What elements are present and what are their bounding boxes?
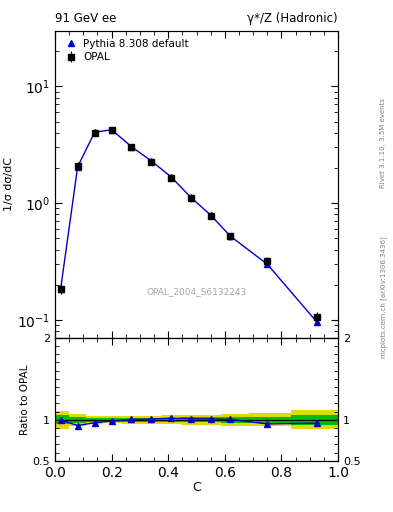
Pythia 8.308 default (129, 143, 134, 150)
Bar (69, 414, 86, 425)
Pythia 8.308 default (58, 286, 63, 292)
Pythia 8.308 default (169, 174, 173, 180)
Pythia 8.308 default (149, 158, 154, 164)
Bar (69, 417, 86, 423)
Bar (249, 414, 291, 426)
Pythia 8.308 default (189, 195, 193, 201)
Legend: Pythia 8.308 default, OPAL: Pythia 8.308 default, OPAL (60, 36, 192, 66)
Text: mcplots.cern.ch [arXiv:1306.3436]: mcplots.cern.ch [arXiv:1306.3436] (380, 236, 387, 358)
Bar (201, 415, 220, 425)
Pythia 8.308 default (75, 164, 80, 170)
Bar (201, 417, 220, 422)
Bar (220, 417, 249, 423)
Bar (181, 415, 201, 425)
Pythia 8.308 default (228, 233, 233, 239)
Bar (55, 411, 69, 429)
Bar (86, 416, 103, 423)
Bar (181, 417, 201, 422)
Bar (121, 416, 141, 423)
Bar (141, 418, 161, 422)
Bar (103, 416, 121, 423)
Pythia 8.308 default (314, 319, 319, 325)
Text: γ*/Z (Hadronic): γ*/Z (Hadronic) (247, 12, 338, 25)
Pythia 8.308 default (92, 129, 97, 135)
Pythia 8.308 default (208, 212, 213, 218)
Bar (161, 418, 181, 422)
Bar (121, 418, 141, 422)
Bar (141, 416, 161, 424)
X-axis label: C: C (192, 481, 201, 494)
Y-axis label: Ratio to OPAL: Ratio to OPAL (20, 364, 30, 435)
Y-axis label: 1/σ dσ/dC: 1/σ dσ/dC (4, 157, 14, 211)
Bar (291, 415, 338, 424)
Bar (249, 417, 291, 423)
Pythia 8.308 default (109, 126, 114, 133)
Text: OPAL_2004_S6132243: OPAL_2004_S6132243 (146, 287, 247, 296)
Bar (291, 411, 338, 429)
Pythia 8.308 default (265, 261, 270, 267)
Line: Pythia 8.308 default: Pythia 8.308 default (58, 127, 320, 325)
Bar (103, 418, 121, 421)
Text: Rivet 3.1.10, 3.5M events: Rivet 3.1.10, 3.5M events (380, 98, 386, 188)
Bar (55, 415, 69, 424)
Bar (86, 418, 103, 422)
Bar (220, 414, 249, 426)
Bar (161, 415, 181, 424)
Text: 91 GeV ee: 91 GeV ee (55, 12, 116, 25)
